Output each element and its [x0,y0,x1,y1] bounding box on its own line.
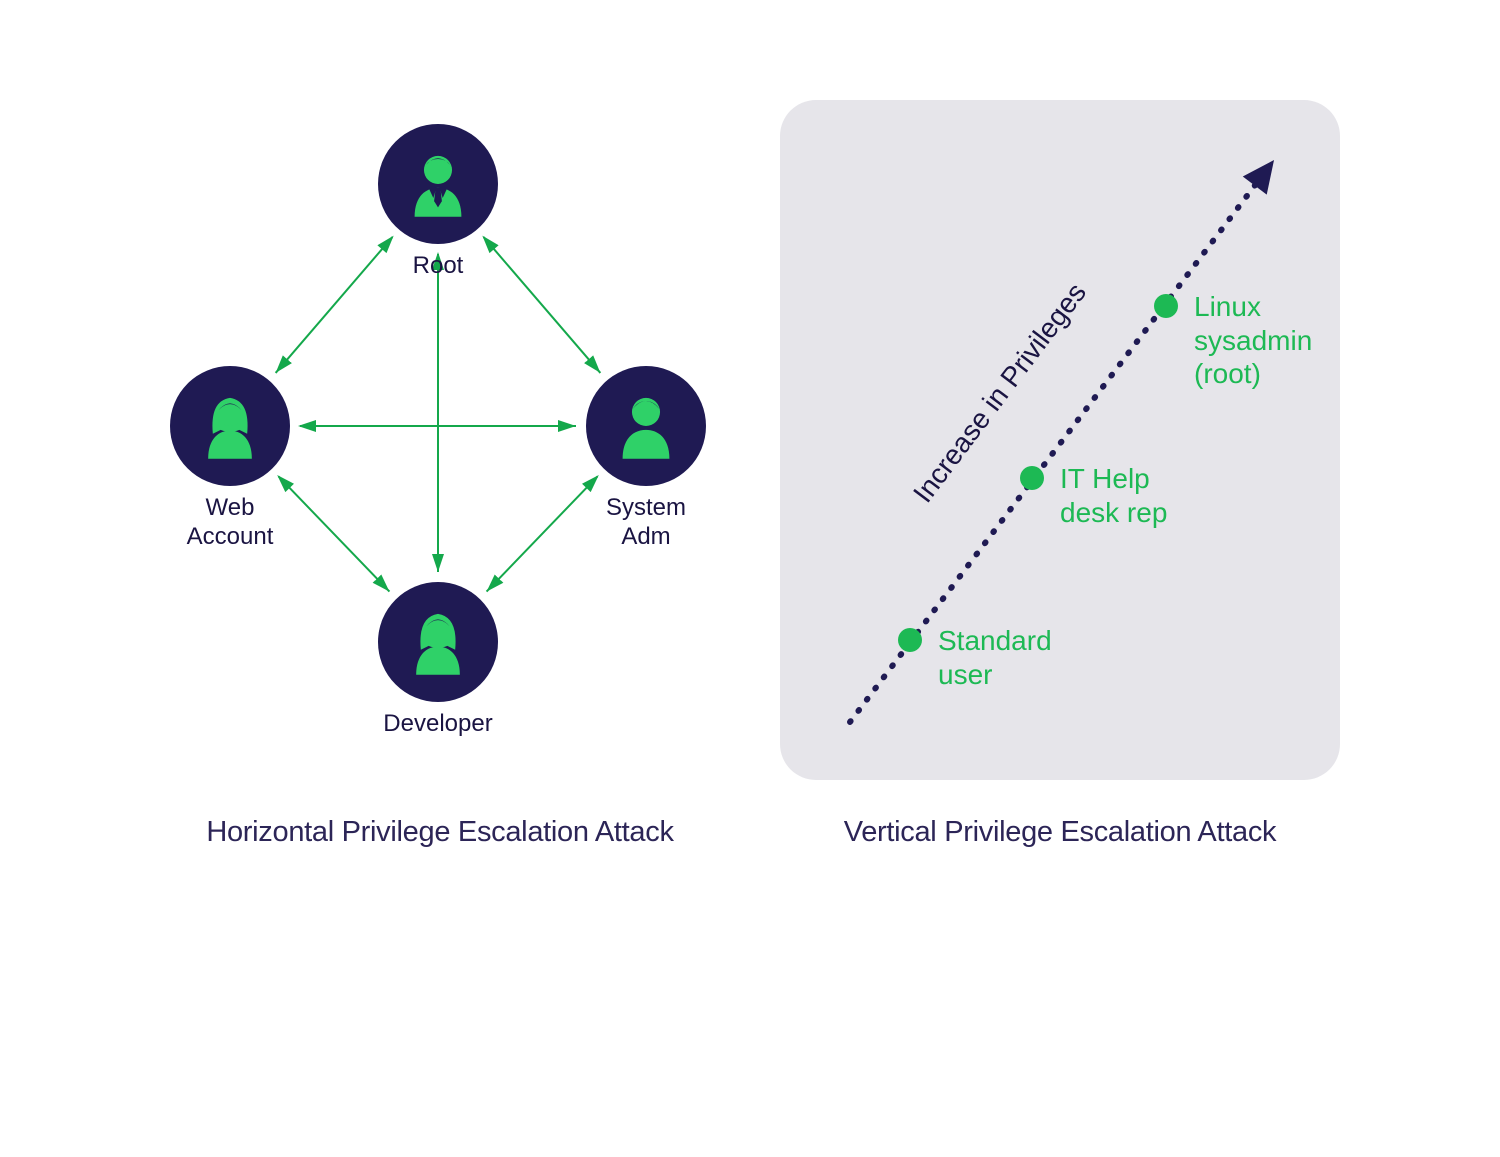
node-label-web: Web Account [187,494,274,552]
vertical-panel: Standard user IT Help desk rep Linux sysad… [780,100,1340,849]
node-label-sys: System Adm [606,494,686,552]
person-icon [191,387,269,465]
privilege-label-0: Standard user [938,624,1052,691]
user-node-root [378,124,498,244]
privilege-point-1 [1020,466,1044,490]
horizontal-title: Horizontal Privilege Escalation Attack [206,816,673,849]
vertical-diagram: Standard user IT Help desk rep Linux sysad… [780,100,1340,780]
privilege-point-2 [1154,294,1178,318]
person-icon [399,145,477,223]
user-node-dev [378,582,498,702]
node-label-root: Root [413,252,464,281]
person-icon [399,603,477,681]
node-label-dev: Developer [383,710,492,739]
horizontal-diagram: Root Web Account System Adm Developer [160,100,720,780]
vertical-arrow-svg [780,100,1340,780]
privilege-label-2: Linux sysadmin (root) [1194,290,1312,391]
horizontal-panel: Root Web Account System Adm Developer Horiz… [160,100,720,849]
vertical-title: Vertical Privilege Escalation Attack [844,816,1276,849]
user-node-sys [586,366,706,486]
person-icon [607,387,685,465]
user-node-web [170,366,290,486]
privilege-point-0 [898,628,922,652]
privilege-label-1: IT Help desk rep [1060,462,1167,529]
